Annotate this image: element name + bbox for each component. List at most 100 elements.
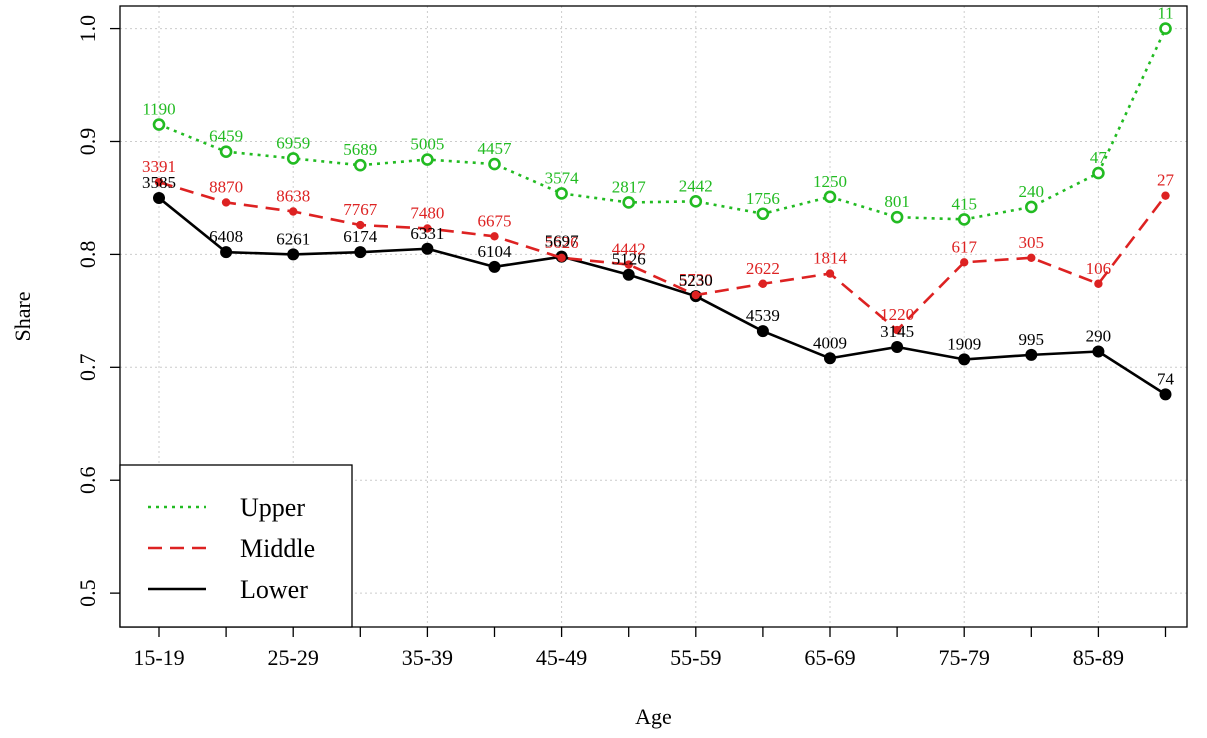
- data-label-middle-10: 1814: [813, 249, 848, 268]
- legend-box: [119, 464, 353, 628]
- point-middle-8: [691, 290, 700, 300]
- x-tick-label-10: 65-69: [804, 645, 855, 670]
- data-label-upper-12: 415: [951, 194, 977, 213]
- data-label-upper-11: 801: [884, 192, 910, 211]
- data-label-upper-10: 1250: [813, 172, 847, 191]
- series-lower: [153, 191, 1172, 401]
- point-upper-1: [219, 145, 233, 158]
- point-middle-15: [1161, 191, 1170, 200]
- legend-label-middle: Middle: [240, 534, 315, 563]
- legend-label-lower: Lower: [240, 575, 308, 604]
- data-label-lower-0: 3585: [142, 173, 176, 192]
- labels-middle: 3391 8870 8638 7767 7480 6675 5626 4442 5730 2622…: [142, 157, 1175, 324]
- point-middle-4: [423, 224, 432, 233]
- data-label-lower-14: 290: [1086, 327, 1112, 346]
- data-label-middle-0: 3391: [142, 157, 176, 176]
- point-lower-11: [891, 340, 904, 353]
- labels-upper: 1190 6459 6959 5689 5005 4457 3574 2817 2442 1756…: [142, 4, 1173, 214]
- data-label-lower-4: 6331: [410, 224, 444, 243]
- x-tick-label-12: 75-79: [939, 645, 990, 670]
- point-lower-9: [756, 325, 769, 338]
- series-line-upper: [158, 28, 1167, 221]
- data-label-upper-7: 2817: [612, 177, 647, 196]
- point-middle-6: [557, 253, 566, 262]
- data-label-upper-1: 6459: [209, 127, 243, 146]
- point-upper-14: [1092, 166, 1105, 180]
- point-upper-4: [421, 153, 434, 166]
- data-label-lower-12: 1909: [947, 334, 981, 353]
- data-label-lower-8: 5230: [679, 271, 713, 290]
- data-label-lower-10: 4009: [813, 333, 847, 352]
- data-label-middle-9: 2622: [746, 259, 780, 278]
- data-label-middle-14: 106: [1086, 259, 1112, 278]
- data-label-lower-6: 5697: [545, 232, 580, 251]
- y-tick-label-1: 0.6: [75, 466, 100, 494]
- data-label-middle-2: 8638: [276, 186, 310, 205]
- data-label-upper-0: 1190: [142, 100, 175, 119]
- data-label-middle-8: 5730: [679, 270, 713, 289]
- point-lower-7: [622, 268, 635, 281]
- data-label-lower-2: 6261: [276, 229, 310, 248]
- point-lower-2: [287, 248, 300, 261]
- series-upper: [152, 22, 1172, 226]
- data-label-lower-11: 3145: [880, 322, 914, 341]
- point-upper-9: [756, 207, 770, 221]
- data-label-upper-8: 2442: [679, 176, 713, 195]
- point-middle-11: [892, 325, 902, 335]
- point-lower-0: [153, 191, 165, 204]
- data-label-lower-3: 6174: [343, 227, 378, 246]
- grid: [120, 6, 1187, 627]
- point-middle-14: [1094, 279, 1103, 288]
- point-upper-5: [488, 157, 501, 171]
- point-lower-10: [824, 352, 836, 365]
- x-tick-label-4: 35-39: [402, 645, 453, 670]
- x-tick-label-2: 25-29: [268, 645, 319, 670]
- data-label-middle-12: 617: [951, 237, 977, 256]
- data-label-upper-5: 4457: [478, 139, 513, 158]
- data-label-middle-1: 8870: [209, 177, 243, 196]
- data-label-middle-4: 7480: [410, 203, 444, 222]
- point-middle-9: [758, 279, 768, 288]
- x-tick-label-0: 15-19: [133, 645, 184, 670]
- data-label-upper-2: 6959: [276, 133, 310, 152]
- x-axis-title: Age: [635, 704, 672, 729]
- point-lower-1: [220, 246, 233, 259]
- point-middle-0: [154, 177, 164, 187]
- point-upper-15: [1159, 22, 1172, 35]
- x-tick-label-8: 55-59: [670, 645, 721, 670]
- legend-label-upper: Upper: [240, 493, 305, 522]
- point-upper-0: [152, 118, 166, 131]
- point-lower-3: [354, 246, 367, 259]
- data-label-upper-13: 240: [1019, 182, 1045, 201]
- data-labels: 1190 6459 6959 5689 5005 4457 3574 2817 2442 1756…: [142, 4, 1175, 389]
- point-middle-5: [490, 232, 499, 241]
- data-label-upper-14: 47: [1090, 148, 1108, 167]
- y-tick-label-5: 1.0: [75, 15, 100, 43]
- data-label-lower-1: 6408: [209, 227, 243, 246]
- point-middle-3: [356, 220, 365, 230]
- data-label-upper-3: 5689: [343, 140, 377, 159]
- data-label-middle-15: 27: [1157, 171, 1175, 190]
- point-lower-14: [1092, 345, 1105, 358]
- data-label-middle-5: 6675: [478, 211, 512, 230]
- point-lower-15: [1159, 388, 1172, 401]
- labels-lower: 3585 6408 6261 6174 6331 6104 5697 5126 5230 4539…: [142, 173, 1175, 388]
- point-upper-12: [957, 213, 971, 226]
- point-upper-6: [555, 187, 568, 200]
- data-label-middle-11: 1220: [880, 305, 914, 324]
- point-upper-8: [689, 195, 703, 208]
- point-upper-10: [823, 190, 837, 204]
- y-tick-label-0: 0.5: [75, 579, 100, 607]
- point-upper-11: [890, 210, 904, 224]
- y-tick-label-3: 0.8: [75, 241, 100, 269]
- point-middle-10: [825, 269, 835, 278]
- point-upper-2: [286, 152, 300, 165]
- series-middle: [154, 177, 1170, 335]
- data-label-middle-6: 5626: [545, 233, 579, 252]
- y-tick-label-2: 0.7: [75, 354, 100, 382]
- legend: Upper Middle Lower: [119, 464, 353, 628]
- point-lower-5: [488, 260, 501, 273]
- data-label-lower-9: 4539: [746, 306, 780, 325]
- data-label-upper-15: 11: [1157, 4, 1173, 23]
- point-lower-12: [958, 353, 971, 366]
